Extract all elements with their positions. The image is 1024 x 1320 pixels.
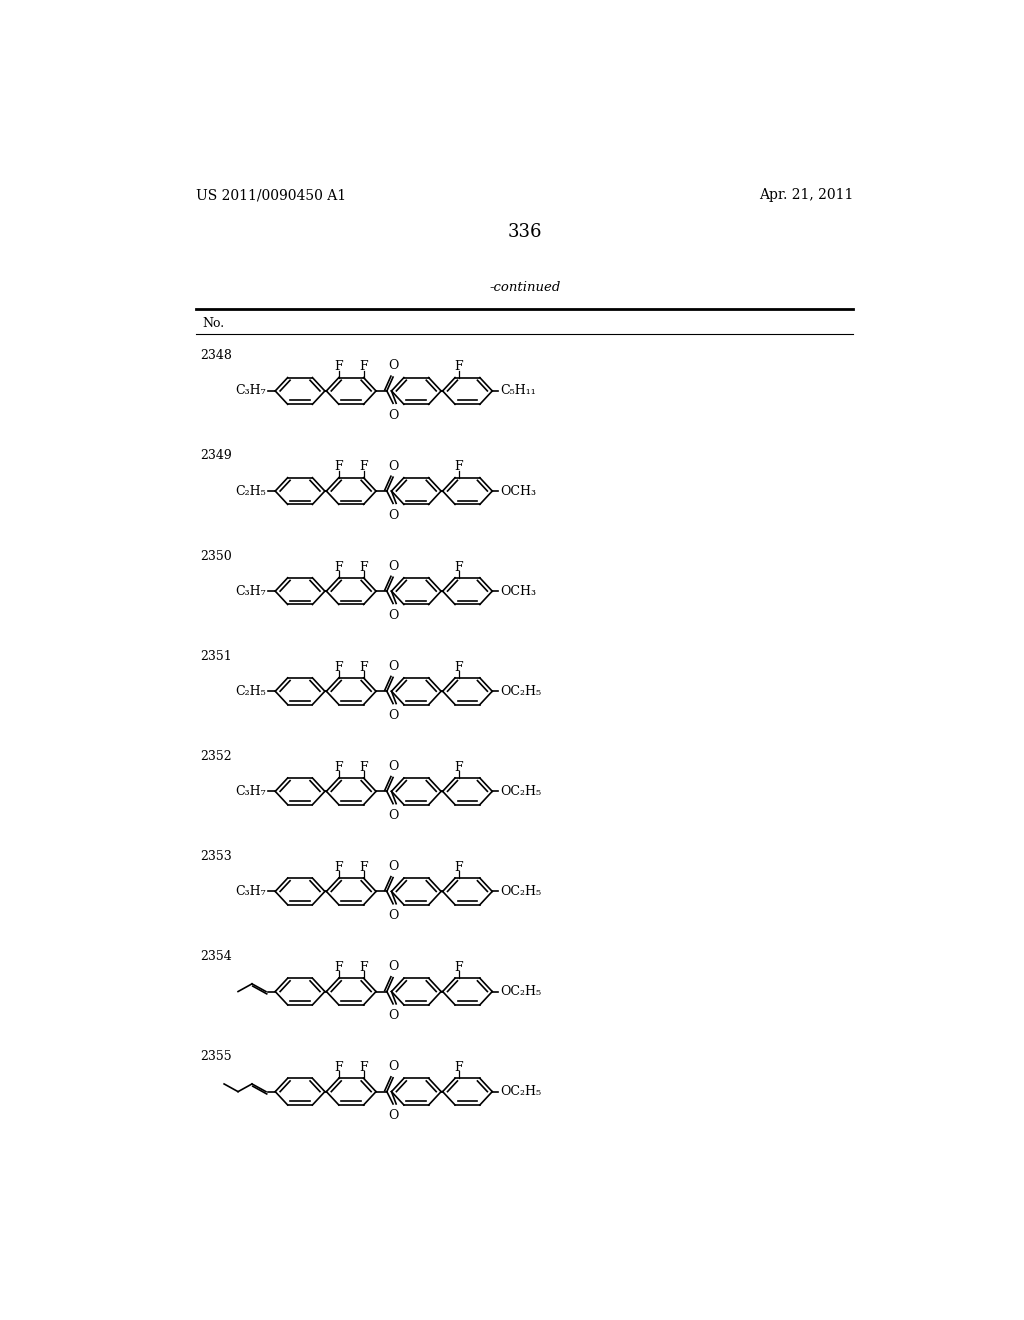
Text: 2351: 2351: [200, 649, 231, 663]
Text: F: F: [455, 961, 463, 974]
Text: F: F: [455, 760, 463, 774]
Text: O: O: [389, 508, 399, 521]
Text: -continued: -continued: [489, 281, 560, 294]
Text: 336: 336: [508, 223, 542, 240]
Text: F: F: [335, 561, 343, 573]
Text: C₂H₅: C₂H₅: [236, 685, 266, 698]
Text: C₃H₇: C₃H₇: [236, 384, 266, 397]
Text: 2355: 2355: [200, 1051, 231, 1063]
Text: F: F: [455, 861, 463, 874]
Text: C₃H₇: C₃H₇: [236, 585, 266, 598]
Text: F: F: [335, 1061, 343, 1074]
Text: 2353: 2353: [200, 850, 231, 863]
Text: F: F: [335, 360, 343, 374]
Text: C₂H₅: C₂H₅: [236, 484, 266, 498]
Text: 2349: 2349: [200, 449, 231, 462]
Text: C₃H₇: C₃H₇: [236, 884, 266, 898]
Text: F: F: [455, 660, 463, 673]
Text: F: F: [455, 561, 463, 573]
Text: Apr. 21, 2011: Apr. 21, 2011: [759, 189, 853, 202]
Text: O: O: [389, 560, 399, 573]
Text: F: F: [359, 360, 368, 374]
Text: O: O: [389, 709, 399, 722]
Text: OC₂H₅: OC₂H₅: [500, 1085, 541, 1098]
Text: OC₂H₅: OC₂H₅: [500, 685, 541, 698]
Text: OCH₃: OCH₃: [500, 484, 536, 498]
Text: F: F: [335, 861, 343, 874]
Text: F: F: [335, 760, 343, 774]
Text: O: O: [389, 859, 399, 873]
Text: F: F: [359, 561, 368, 573]
Text: OC₂H₅: OC₂H₅: [500, 985, 541, 998]
Text: O: O: [389, 1060, 399, 1073]
Text: O: O: [389, 609, 399, 622]
Text: F: F: [359, 660, 368, 673]
Text: C₅H₁₁: C₅H₁₁: [500, 384, 536, 397]
Text: O: O: [389, 809, 399, 822]
Text: F: F: [359, 961, 368, 974]
Text: OC₂H₅: OC₂H₅: [500, 785, 541, 797]
Text: F: F: [335, 660, 343, 673]
Text: O: O: [389, 1010, 399, 1022]
Text: F: F: [455, 360, 463, 374]
Text: F: F: [359, 760, 368, 774]
Text: O: O: [389, 960, 399, 973]
Text: O: O: [389, 660, 399, 673]
Text: O: O: [389, 409, 399, 421]
Text: 2352: 2352: [200, 750, 231, 763]
Text: OC₂H₅: OC₂H₅: [500, 884, 541, 898]
Text: F: F: [359, 461, 368, 474]
Text: F: F: [335, 461, 343, 474]
Text: F: F: [359, 1061, 368, 1074]
Text: C₃H₇: C₃H₇: [236, 785, 266, 797]
Text: US 2011/0090450 A1: US 2011/0090450 A1: [197, 189, 346, 202]
Text: O: O: [389, 359, 399, 372]
Text: 2350: 2350: [200, 549, 231, 562]
Text: O: O: [389, 760, 399, 774]
Text: 2348: 2348: [200, 350, 232, 363]
Text: No.: No.: [203, 317, 224, 330]
Text: F: F: [359, 861, 368, 874]
Text: F: F: [335, 961, 343, 974]
Text: OCH₃: OCH₃: [500, 585, 536, 598]
Text: O: O: [389, 459, 399, 473]
Text: O: O: [389, 1109, 399, 1122]
Text: 2354: 2354: [200, 950, 231, 964]
Text: O: O: [389, 909, 399, 923]
Text: F: F: [455, 1061, 463, 1074]
Text: F: F: [455, 461, 463, 474]
